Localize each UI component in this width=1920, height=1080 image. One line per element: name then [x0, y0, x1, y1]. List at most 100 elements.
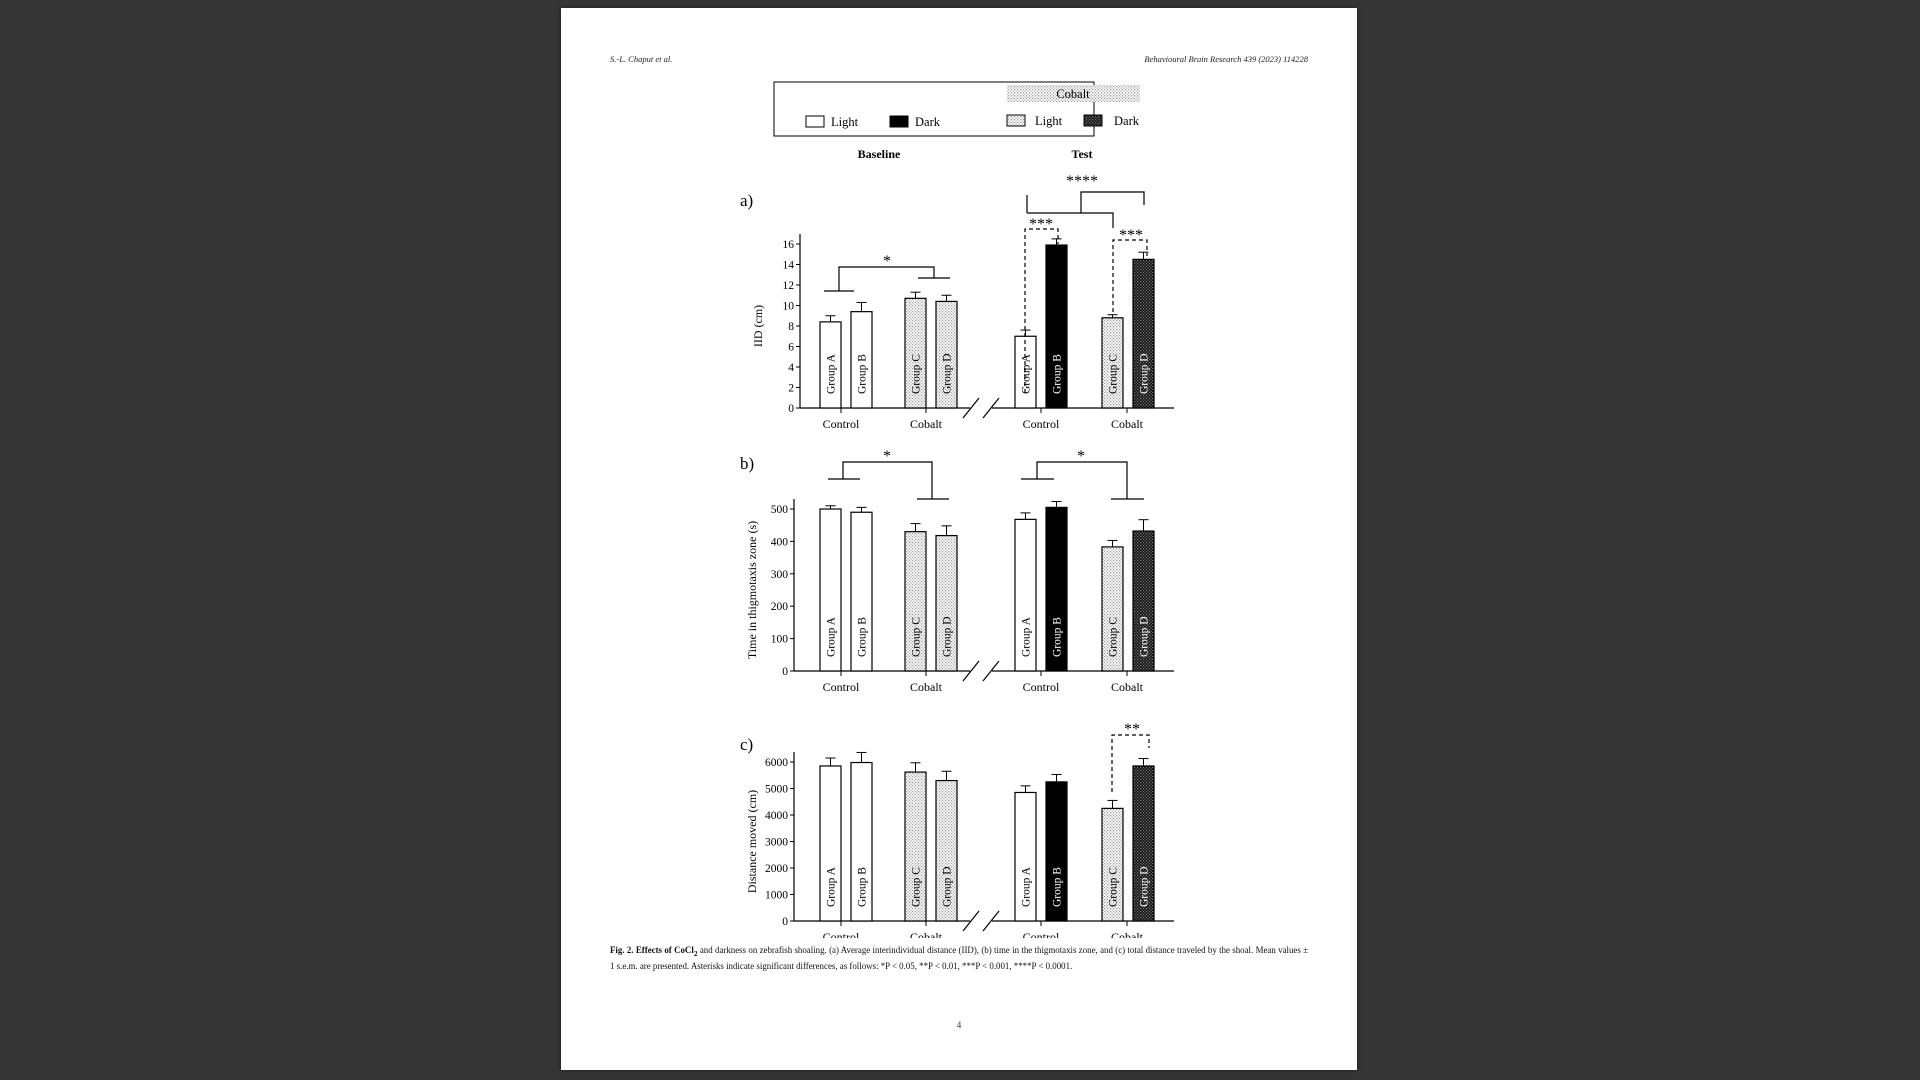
bar-group-label: Group A [826, 866, 838, 907]
x-category-label: Cobalt [910, 417, 943, 431]
axis-break-mark [982, 910, 1000, 932]
axis-break-mark [962, 660, 980, 682]
x-category-label: Control [823, 417, 860, 431]
bar-group-label: Group C [1108, 867, 1120, 907]
y-tick-label: 4000 [765, 810, 788, 822]
legend-light-label: Light [831, 115, 859, 129]
sig-bracket [842, 461, 933, 499]
legend-dark-swatch [889, 115, 909, 128]
panel-letter: c) [740, 735, 753, 754]
axis-break-mark [962, 910, 980, 932]
caption-fig-title-sub: 2 [693, 948, 698, 958]
axis-break-mark [982, 397, 1000, 419]
sig-stars: *** [1119, 227, 1143, 244]
sig-stars: * [883, 448, 891, 465]
legend-cobalt-dark-swatch [1083, 114, 1103, 127]
panel-letter: b) [740, 454, 754, 473]
caption-text: and darkness on zebrafish shoaling. (a) … [610, 945, 1309, 972]
panels-layer: a) 0 2 4 6 8 10 12 14 16 IID (cm) Control Cobalt Cont… [740, 173, 1174, 938]
y-tick-label: 14 [783, 260, 795, 272]
x-category-label: Control [1023, 680, 1060, 694]
y-tick-label: 1000 [765, 890, 788, 902]
x-category-label: Cobalt [1111, 930, 1144, 938]
figure: Cobalt Light Dark Light Dark Baseline Te… [740, 81, 1174, 938]
sig-stars: * [1077, 448, 1085, 465]
x-category-label: Cobalt [910, 680, 943, 694]
sig-bracket [1027, 212, 1114, 228]
y-tick-label: 100 [771, 634, 789, 646]
bar-group-label: Group B [857, 617, 869, 657]
caption-fig-label: Fig. 2. [610, 945, 634, 955]
axis-break-mark [982, 660, 1000, 682]
y-tick-label: 400 [771, 536, 789, 548]
sig-bracket [1036, 461, 1128, 499]
bar-group-label: Group B [1052, 617, 1064, 657]
y-tick-label: 0 [782, 666, 788, 678]
legend-cobalt-band [1007, 85, 1140, 102]
bar-group-label: Group D [942, 353, 954, 394]
bar-group-label: Group A [1021, 866, 1033, 907]
y-tick-label: 500 [771, 504, 789, 516]
y-tick-label: 5000 [765, 784, 788, 796]
y-axis-label: Distance moved (cm) [745, 790, 759, 893]
bar-group-label: Group A [1021, 353, 1033, 394]
y-axis-label: Time in thigmotaxis zone (s) [745, 521, 759, 659]
bar-group-label: Group B [857, 354, 869, 394]
sig-bracket-dashed [1024, 228, 1059, 393]
y-tick-label: 6000 [765, 757, 788, 769]
bar-group-label: Group B [1052, 867, 1064, 907]
y-tick-label: 8 [788, 321, 794, 333]
header-journal: Behavioural Brain Research 439 (2023) 11… [1144, 54, 1308, 64]
bar-group-label: Group D [942, 866, 954, 907]
x-category-label: Cobalt [1111, 417, 1144, 431]
bar-group-label: Group A [1021, 616, 1033, 657]
baseline-heading: Baseline [858, 147, 901, 161]
x-category-label: Control [1023, 930, 1060, 938]
y-tick-label: 0 [782, 916, 788, 928]
y-tick-label: 12 [783, 280, 795, 292]
y-tick-label: 200 [771, 601, 789, 613]
panel-3: c) 0 1000 2000 3000 4000 5000 6000 Distance move… [740, 721, 1174, 938]
bar-group-label: Group C [911, 617, 923, 657]
legend-dark-label: Dark [915, 115, 941, 129]
y-tick-label: 6 [788, 342, 794, 354]
bar-group-label: Group C [911, 354, 923, 394]
y-tick-label: 16 [783, 239, 795, 251]
x-category-label: Control [823, 680, 860, 694]
legend-cobalt-dark-label: Dark [1114, 114, 1140, 128]
x-category-label: Control [1023, 417, 1060, 431]
bar-group-label: Group D [1139, 353, 1151, 394]
bar-group-label: Group D [942, 616, 954, 657]
y-axis-label: IID (cm) [751, 305, 765, 347]
sig-stars: ** [1124, 721, 1140, 738]
panel-letter: a) [740, 191, 753, 210]
y-tick-label: 3000 [765, 837, 788, 849]
test-heading: Test [1072, 147, 1093, 161]
sig-stars: **** [1066, 173, 1098, 190]
bar-group-label: Group D [1139, 616, 1151, 657]
legend-cobalt-light-label: Light [1035, 114, 1063, 128]
legend: Cobalt Light Dark Light Dark [773, 81, 1140, 137]
y-tick-label: 10 [783, 301, 795, 313]
y-tick-label: 4 [788, 362, 794, 374]
paper-page: S.-L. Chaput et al. Behavioural Brain Re… [561, 8, 1357, 1070]
sig-bracket-dashed [1112, 239, 1148, 312]
bar-group-label: Group C [911, 867, 923, 907]
figure-caption: Fig. 2. Effects of CoCl2 and darkness on… [610, 944, 1308, 973]
page-number: 4 [956, 1020, 962, 1030]
legend-light-swatch [805, 115, 825, 128]
sig-bracket [1080, 191, 1145, 213]
axis-break-mark [962, 397, 980, 419]
legend-cobalt-light-swatch [1006, 114, 1026, 127]
y-tick-label: 2 [788, 383, 794, 395]
panel-2: b) 0 100 200 300 400 500 Time in thigmotaxis zo… [740, 448, 1174, 694]
legend-cobalt-title: Cobalt [1056, 87, 1090, 101]
y-tick-label: 2000 [765, 863, 788, 875]
y-tick-label: 300 [771, 569, 789, 581]
sig-stars: *** [1029, 216, 1053, 233]
bar-group-label: Group A [826, 616, 838, 657]
bar-group-label: Group B [1052, 354, 1064, 394]
bar-group-label: Group B [857, 867, 869, 907]
sig-bracket-dashed [1111, 734, 1150, 792]
sig-stars: * [883, 253, 891, 270]
